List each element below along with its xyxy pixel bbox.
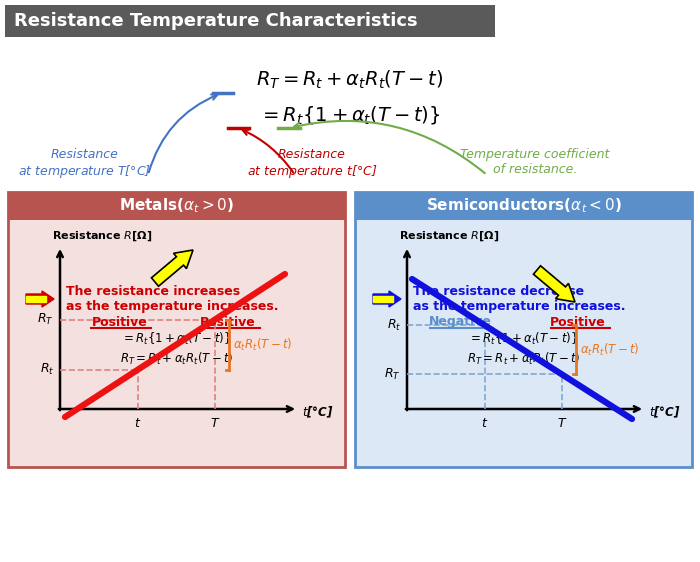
Text: $R_t$: $R_t$ — [40, 362, 54, 377]
FancyBboxPatch shape — [355, 192, 692, 220]
Text: Resistance
at temperature $t$[°C]: Resistance at temperature $t$[°C] — [247, 148, 377, 180]
Text: Resistance
at temperature $T$[°C]: Resistance at temperature $T$[°C] — [18, 148, 152, 180]
Text: Positive: Positive — [200, 315, 256, 329]
FancyArrow shape — [373, 291, 401, 307]
Text: Semiconductors($\alpha_t < 0$): Semiconductors($\alpha_t < 0$) — [426, 197, 622, 215]
Text: Metals($\alpha_t > 0$): Metals($\alpha_t > 0$) — [119, 197, 234, 215]
FancyBboxPatch shape — [355, 192, 692, 467]
Text: Positive: Positive — [92, 315, 148, 329]
Text: Resistance $R$[Ω]: Resistance $R$[Ω] — [52, 229, 153, 243]
Text: Resistance $R$[Ω]: Resistance $R$[Ω] — [399, 229, 499, 243]
Text: Positive: Positive — [550, 315, 606, 329]
Text: $= R_t\{1 + \alpha_t(T - t)\}$: $= R_t\{1 + \alpha_t(T - t)\}$ — [121, 331, 232, 347]
Text: $R_T$: $R_T$ — [37, 312, 54, 327]
Text: $t$[°C]: $t$[°C] — [649, 405, 680, 420]
FancyBboxPatch shape — [8, 192, 345, 220]
Text: $R_T$: $R_T$ — [384, 367, 401, 382]
Text: $\alpha_t R_t(T-t)$: $\alpha_t R_t(T-t)$ — [233, 337, 293, 352]
Text: Temperature coefficient
of resistance.: Temperature coefficient of resistance. — [461, 148, 610, 176]
FancyArrow shape — [26, 291, 54, 307]
Text: $t$: $t$ — [134, 417, 141, 430]
Text: $t$: $t$ — [482, 417, 489, 430]
Text: $R_T = R_t + \alpha_t R_t(T - t)$: $R_T = R_t + \alpha_t R_t(T - t)$ — [467, 351, 580, 367]
Text: The resistance increases
as the temperature increases.: The resistance increases as the temperat… — [66, 285, 279, 313]
Text: $\alpha_t R_t(T-t)$: $\alpha_t R_t(T-t)$ — [580, 342, 640, 358]
FancyBboxPatch shape — [5, 5, 495, 37]
FancyArrow shape — [533, 266, 575, 302]
Text: $R_T = R_t + \alpha_t R_t(T - t)$: $R_T = R_t + \alpha_t R_t(T - t)$ — [120, 351, 233, 367]
Text: $T$: $T$ — [556, 417, 567, 430]
Text: $T$: $T$ — [210, 417, 220, 430]
FancyBboxPatch shape — [8, 192, 345, 467]
FancyArrow shape — [373, 296, 393, 302]
Text: Negative: Negative — [428, 315, 491, 329]
FancyArrow shape — [151, 250, 193, 286]
Text: $t$[°C]: $t$[°C] — [302, 405, 334, 420]
Text: Resistance Temperature Characteristics: Resistance Temperature Characteristics — [14, 12, 418, 30]
Text: $= R_t\{1 + \alpha_t(T - t)\}$: $= R_t\{1 + \alpha_t(T - t)\}$ — [259, 104, 441, 126]
FancyArrow shape — [26, 296, 46, 302]
Text: $= R_t\{1 + \alpha_t(T - t)\}$: $= R_t\{1 + \alpha_t(T - t)\}$ — [468, 331, 579, 347]
Text: The resistance decrease
as the temperature increases.: The resistance decrease as the temperatu… — [413, 285, 626, 313]
Text: $R_T = R_t + \alpha_t R_t(T - t)$: $R_T = R_t + \alpha_t R_t(T - t)$ — [256, 69, 444, 91]
Text: $R_t$: $R_t$ — [386, 318, 401, 333]
